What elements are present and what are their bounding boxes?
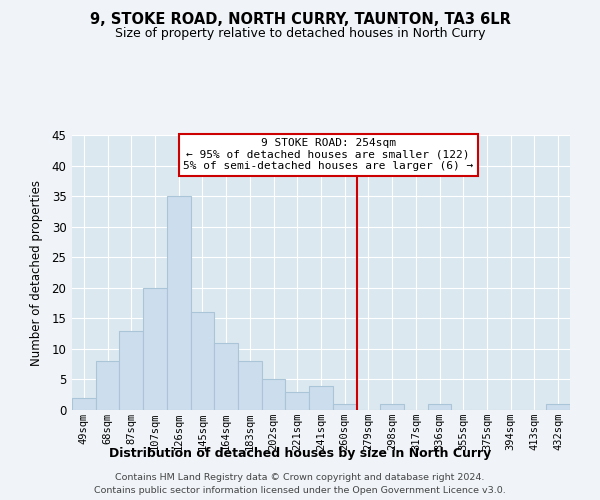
Bar [96, 361, 119, 410]
Bar [286, 392, 309, 410]
Y-axis label: Number of detached properties: Number of detached properties [30, 180, 43, 366]
Bar [72, 398, 96, 410]
Text: 9 STOKE ROAD: 254sqm
← 95% of detached houses are smaller (122)
5% of semi-detac: 9 STOKE ROAD: 254sqm ← 95% of detached h… [183, 138, 473, 172]
Bar [214, 343, 238, 410]
Bar [238, 361, 262, 410]
Bar [333, 404, 356, 410]
Text: Size of property relative to detached houses in North Curry: Size of property relative to detached ho… [115, 28, 485, 40]
Text: 9, STOKE ROAD, NORTH CURRY, TAUNTON, TA3 6LR: 9, STOKE ROAD, NORTH CURRY, TAUNTON, TA3… [89, 12, 511, 28]
Text: Contains public sector information licensed under the Open Government Licence v3: Contains public sector information licen… [94, 486, 506, 495]
Bar [428, 404, 451, 410]
Bar [546, 404, 570, 410]
Bar [167, 196, 191, 410]
Bar [309, 386, 333, 410]
Bar [119, 330, 143, 410]
Bar [262, 380, 286, 410]
Text: Distribution of detached houses by size in North Curry: Distribution of detached houses by size … [109, 448, 491, 460]
Bar [191, 312, 214, 410]
Bar [380, 404, 404, 410]
Bar [143, 288, 167, 410]
Text: Contains HM Land Registry data © Crown copyright and database right 2024.: Contains HM Land Registry data © Crown c… [115, 472, 485, 482]
